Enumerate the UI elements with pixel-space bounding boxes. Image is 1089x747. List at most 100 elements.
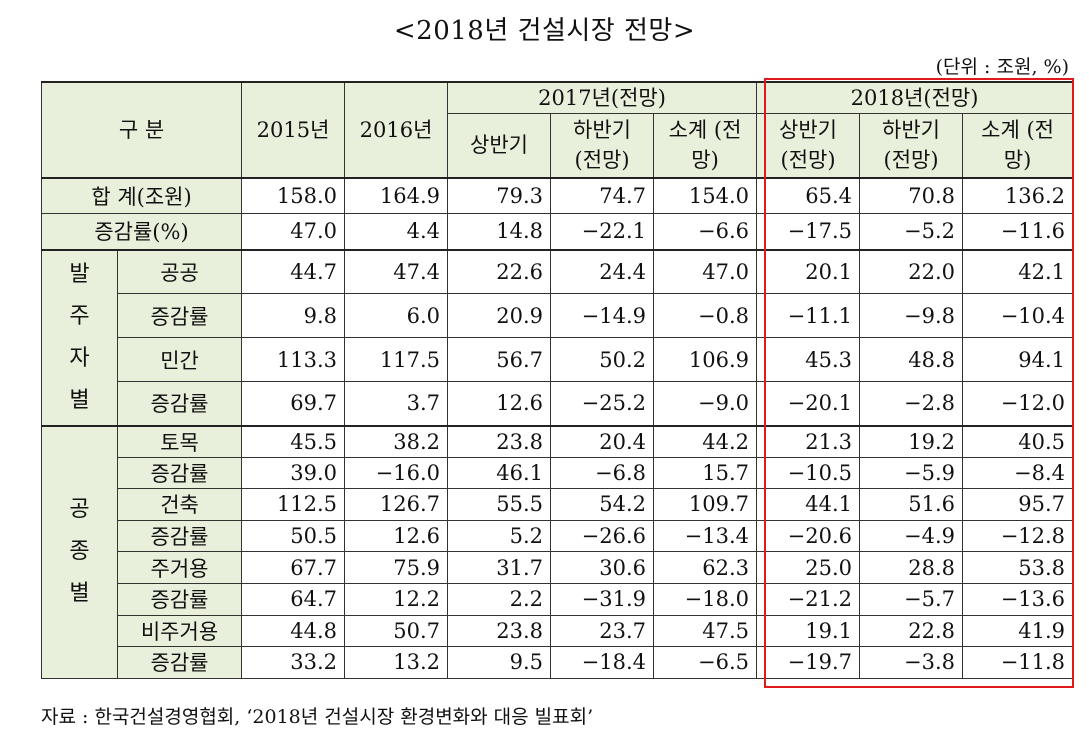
- table-cell: 47.0: [653, 248, 758, 294]
- table-cell: 22.8: [859, 614, 964, 648]
- table-cell: 42.1: [962, 248, 1074, 294]
- table-cell: 19.1: [756, 614, 861, 648]
- table-cell: −20.6: [756, 519, 861, 553]
- table-cell: −14.9: [550, 293, 655, 338]
- table-row: 건축 112.5 126.7 55.5 54.2 109.7 44.1 51.6 95.7: [42, 488, 1074, 521]
- table-cell: −18.0: [653, 582, 758, 616]
- table-cell: 53.8: [962, 551, 1074, 584]
- table-cell: 3.7: [344, 381, 449, 426]
- table-cell: 126.7: [344, 488, 449, 521]
- table-cell: −18.4: [550, 646, 655, 679]
- header-2018-h1: 상반기 (전망): [756, 113, 861, 178]
- table-row: 합 계(조원) 158.0 164.9 79.3 74.7 154.0 65.4 70.8 13…: [40, 176, 1074, 214]
- row-label: 증감률: [116, 293, 243, 338]
- table-row: 공 종 별 토목 45.5 38.2 23.8 20.4 44.2 21.3 19.2 40.5: [41, 424, 1074, 679]
- table-cell: 31.7: [447, 551, 552, 584]
- table-cell: 39.0: [241, 456, 346, 490]
- unit-note: (단위 : 조원, %): [935, 56, 1069, 78]
- table-cell: 33.2: [241, 646, 346, 679]
- table-cell: −19.7: [756, 646, 861, 679]
- table-cell: −26.6: [550, 519, 655, 553]
- table-cell: 158.0: [241, 176, 346, 214]
- row-label: 공공: [116, 248, 243, 294]
- header-2017-h1: 상반기: [447, 113, 552, 178]
- table-cell: 41.9: [962, 614, 1074, 648]
- group-label-char: 자: [69, 345, 90, 371]
- row-label: 주거용: [116, 551, 243, 584]
- table-cell: 12.6: [447, 381, 552, 426]
- table-row: 발 주 자 별 공공 44.7 47.4 22.6 24.4 47.0 20.1 22.0 42.1: [41, 248, 1074, 426]
- table-cell: −11.6: [962, 213, 1074, 250]
- table-cell: 64.7: [241, 582, 346, 616]
- table-row: 증감률 33.2 13.2 9.5 −18.4 −6.5 −19.7 −3.8 −11.8: [42, 646, 1074, 679]
- row-label: 건축: [116, 488, 243, 521]
- table-cell: 65.4: [756, 176, 861, 214]
- table-cell: −6.6: [653, 213, 758, 250]
- table-cell: 15.7: [653, 456, 758, 490]
- table-cell: −10.5: [756, 456, 861, 490]
- table-row: 비주거용 44.8 50.7 23.8 23.7 47.5 19.1 22.8 41.9: [42, 614, 1074, 648]
- table-cell: 2.2: [447, 582, 552, 616]
- table-cell: 62.3: [653, 551, 758, 584]
- table-cell: 164.9: [344, 176, 449, 214]
- table-cell: −12.8: [962, 519, 1074, 553]
- table-cell: 23.8: [447, 424, 552, 458]
- table-cell: 20.4: [550, 424, 655, 458]
- table-cell: 19.2: [859, 424, 964, 458]
- group-label-char: 별: [69, 387, 90, 413]
- table-cell: 117.5: [344, 337, 449, 382]
- table-cell: 21.3: [756, 424, 861, 458]
- table-cell: −10.4: [962, 293, 1074, 338]
- table-cell: −6.5: [653, 646, 758, 679]
- table-cell: 48.8: [859, 337, 964, 382]
- table-cell: 45.5: [241, 424, 346, 458]
- table-row: 증감률(%) 47.0 4.4 14.8 −22.1 −6.6 −17.5 −5.2 −11.6: [40, 213, 1074, 250]
- header-2015: 2015년: [241, 81, 346, 178]
- table-cell: 45.3: [756, 337, 861, 382]
- table-cell: 30.6: [550, 551, 655, 584]
- table-cell: −11.8: [962, 646, 1074, 679]
- table-row: 주거용 67.7 75.9 31.7 30.6 62.3 25.0 28.8 53.8: [42, 551, 1074, 584]
- table-cell: 20.1: [756, 248, 861, 294]
- table-cell: 47.5: [653, 614, 758, 648]
- table-cell: 24.4: [550, 248, 655, 294]
- row-label: 증감률(%): [40, 213, 243, 250]
- table-cell: −5.7: [859, 582, 964, 616]
- row-label: 합 계(조원): [40, 176, 243, 214]
- header-2018-total: 소계 (전망): [962, 113, 1074, 178]
- table-cell: 106.9: [653, 337, 758, 382]
- table-cell: 55.5: [447, 488, 552, 521]
- table-cell: 14.8: [447, 213, 552, 250]
- table-row: 증감률 39.0 −16.0 46.1 −6.8 15.7 −10.5 −5.9 −8.4: [42, 456, 1074, 490]
- row-label: 증감률: [116, 519, 243, 553]
- table-cell: 22.0: [859, 248, 964, 294]
- row-label: 비주거용: [116, 614, 243, 648]
- table-cell: 79.3: [447, 176, 552, 214]
- table-cell: 47.0: [241, 213, 346, 250]
- table-cell: 50.2: [550, 337, 655, 382]
- header-2017-total: 소계 (전망): [653, 113, 758, 178]
- table-cell: −11.1: [756, 293, 861, 338]
- header-2017-h2: 하반기 (전망): [550, 113, 655, 178]
- table-cell: 44.7: [241, 248, 346, 294]
- table-cell: 70.8: [859, 176, 964, 214]
- table-cell: 69.7: [241, 381, 346, 426]
- table-cell: −17.5: [756, 213, 861, 250]
- table-cell: −16.0: [344, 456, 449, 490]
- table-cell: −9.0: [653, 381, 758, 426]
- table-cell: −31.9: [550, 582, 655, 616]
- table-row: 증감률 69.7 3.7 12.6 −25.2 −9.0 −20.1 −2.8 −12.0: [42, 381, 1074, 426]
- table-cell: 12.6: [344, 519, 449, 553]
- table-cell: 22.6: [447, 248, 552, 294]
- table-cell: 50.5: [241, 519, 346, 553]
- table-cell: 9.5: [447, 646, 552, 679]
- table-cell: 44.2: [653, 424, 758, 458]
- table-cell: 4.4: [344, 213, 449, 250]
- table-cell: 54.2: [550, 488, 655, 521]
- row-label: 증감률: [116, 582, 243, 616]
- table-cell: 109.7: [653, 488, 758, 521]
- table-cell: −21.2: [756, 582, 861, 616]
- table-cell: −5.9: [859, 456, 964, 490]
